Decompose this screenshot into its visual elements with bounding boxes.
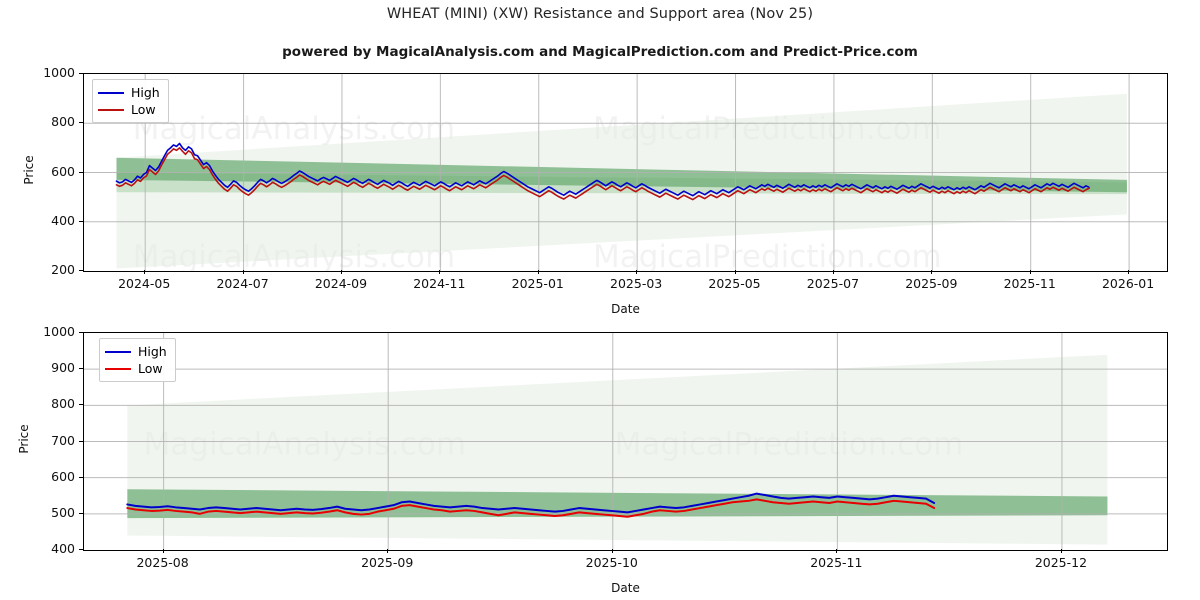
y-axis-tick-label: 200 <box>51 262 75 277</box>
x-axis-tick-label: 2025-10 <box>585 555 638 570</box>
x-axis-tick-label: 2025-09 <box>361 555 414 570</box>
x-axis-tick-label: 2026-01 <box>1101 276 1155 291</box>
y-axis-tick-label: 600 <box>51 468 75 484</box>
series-line-low <box>115 147 1090 201</box>
x-axis-tick-label: 2024-07 <box>216 276 269 291</box>
x-axis-tick-mark <box>439 270 441 274</box>
y-axis-tick-mark <box>79 512 83 514</box>
watermark-text: MagicalPrediction.com <box>593 239 942 271</box>
x-axis-tick-mark <box>1060 549 1062 553</box>
legend-swatch-low-icon <box>98 108 124 111</box>
y-axis-tick-mark <box>79 171 83 173</box>
x-axis-tick-label: 2025-11 <box>810 555 863 570</box>
x-axis-tick-label: 2025-09 <box>905 276 958 291</box>
y-axis-tick-mark <box>79 270 83 271</box>
x-axis-tick-label: 2025-12 <box>1034 555 1088 570</box>
y-axis-tick-label: 1000 <box>43 324 75 339</box>
y-axis-tick-label: 800 <box>51 114 75 130</box>
y-axis-tick-label: 600 <box>51 163 75 179</box>
x-axis-tick-mark <box>537 270 539 274</box>
x-axis-tick-label: 2025-07 <box>806 276 860 291</box>
x-axis-tick-label: 2024-11 <box>413 276 466 291</box>
legend-item-low[interactable]: Low <box>105 360 167 377</box>
x-axis-tick-mark <box>832 270 834 274</box>
x-axis-tick-mark <box>242 270 244 274</box>
x-axis-tick-mark <box>1029 270 1031 274</box>
bottom-chart: MagicalAnalysis.comMagicalPrediction.com… <box>0 310 1200 600</box>
x-axis-tick-label: 2024-05 <box>118 276 171 291</box>
x-axis-tick-mark <box>734 270 736 274</box>
legend-label: Low <box>131 102 156 117</box>
y-axis-tick-label: 700 <box>51 432 75 448</box>
x-axis-tick-label: 2025-01 <box>511 276 564 291</box>
x-axis-tick-label: 2025-11 <box>1003 276 1056 291</box>
core-band-area <box>116 157 1127 193</box>
y-axis-tick-label: 500 <box>51 504 75 520</box>
series-line-high <box>115 142 1090 197</box>
x-axis-tick-mark <box>162 549 164 553</box>
legend-item-high[interactable]: High <box>98 84 160 101</box>
legend-swatch-low-icon <box>105 367 131 370</box>
y-axis-tick-mark <box>79 220 83 222</box>
legend-label: Low <box>138 361 163 376</box>
y-axis-tick-mark <box>79 404 83 406</box>
x-axis-tick-mark <box>340 270 342 274</box>
series-line-high <box>126 492 936 514</box>
core-band-area <box>127 489 1108 519</box>
y-axis-tick-mark <box>79 476 83 478</box>
x-axis-tick-mark <box>836 549 838 553</box>
y-axis-tick-mark <box>79 122 83 124</box>
legend-label: High <box>138 344 167 359</box>
x-axis-tick-label: 2025-05 <box>708 276 761 291</box>
top-chart-plot-area: MagicalAnalysis.com MagicalPrediction.com… <box>83 73 1168 272</box>
x-axis-tick-mark <box>931 270 933 274</box>
x-axis-tick-mark <box>144 270 146 274</box>
y-axis-tick-label: 400 <box>51 541 75 556</box>
bottom-chart-x-axis-label: Date <box>611 581 640 595</box>
y-axis-tick-label: 1000 <box>43 65 75 80</box>
y-axis-tick-mark <box>79 73 83 74</box>
x-axis-tick-mark <box>1128 270 1130 274</box>
legend-swatch-high-icon <box>98 91 124 94</box>
support-wedge-area <box>116 187 1127 269</box>
legend-label: High <box>131 85 160 100</box>
page-subtitle: powered by MagicalAnalysis.com and Magic… <box>282 44 918 60</box>
x-axis-tick-label: 2025-08 <box>136 555 189 570</box>
legend-item-low[interactable]: Low <box>98 101 160 118</box>
x-axis-tick-mark <box>387 549 389 553</box>
y-axis-tick-label: 800 <box>51 396 75 412</box>
x-axis-tick-mark <box>611 549 613 553</box>
x-axis-tick-label: 2025-03 <box>610 276 663 291</box>
x-axis-tick-mark <box>636 270 638 274</box>
y-axis-tick-label: 900 <box>51 360 75 376</box>
y-axis-tick-mark <box>79 549 83 550</box>
series-line-low <box>126 498 936 518</box>
y-axis-tick-mark <box>79 440 83 442</box>
legend-swatch-high-icon <box>105 350 131 353</box>
y-axis-tick-mark <box>79 368 83 370</box>
page-title: WHEAT (MINI) (XW) Resistance and Support… <box>386 6 814 22</box>
bottom-chart-legend: High Low <box>99 338 176 382</box>
y-axis-tick-mark <box>79 332 83 333</box>
x-axis-tick-label: 2024-09 <box>314 276 368 291</box>
top-chart-legend: High Low <box>92 79 169 123</box>
top-chart-x-axis-label: Date <box>611 302 640 316</box>
legend-item-high[interactable]: High <box>105 343 167 360</box>
top-chart: MagicalAnalysis.com MagicalPrediction.com… <box>22 65 1168 316</box>
y-axis-tick-label: 400 <box>51 212 75 228</box>
